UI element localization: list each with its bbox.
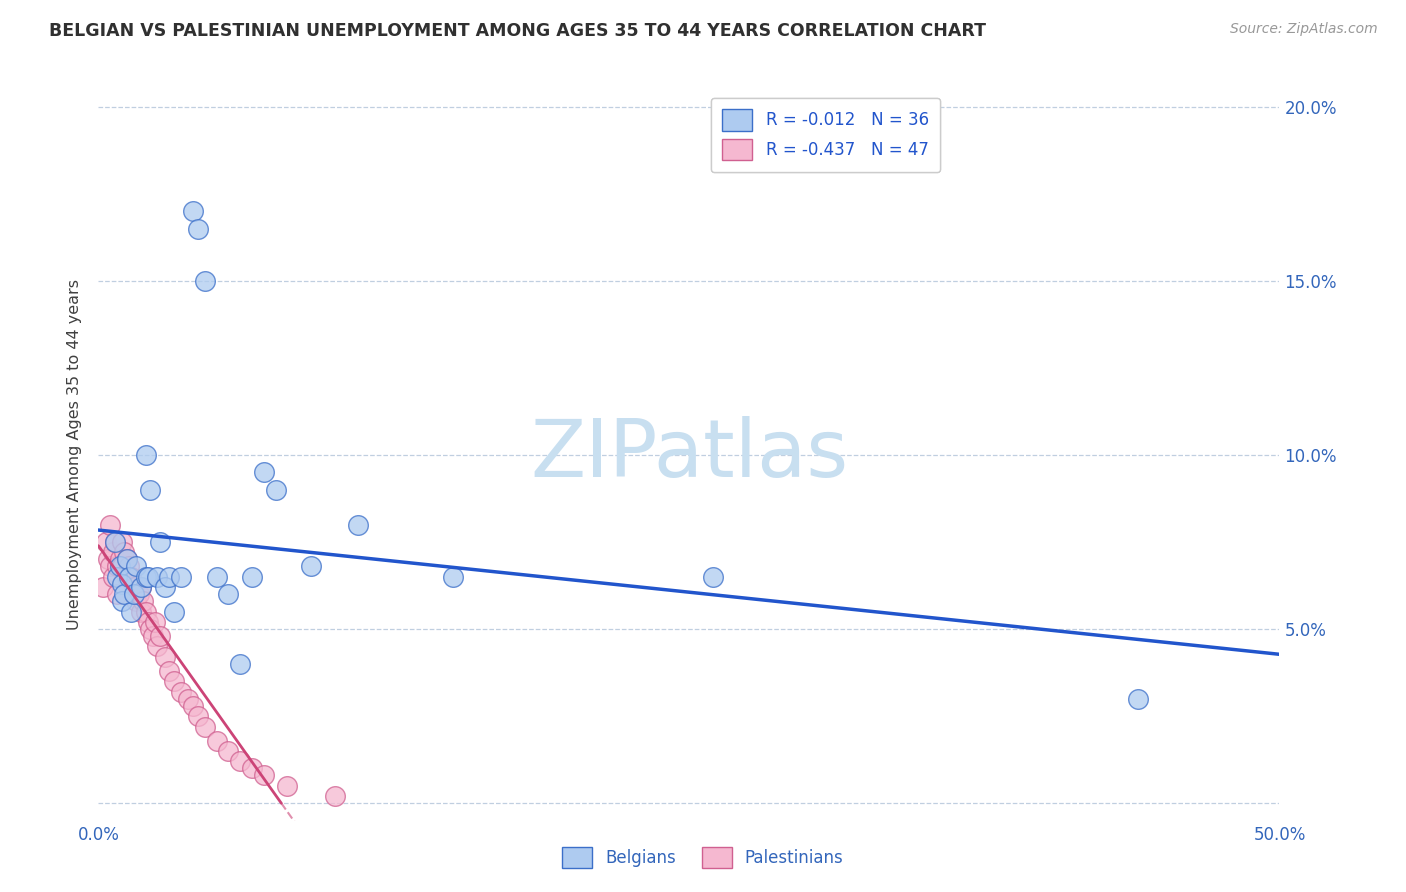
- Point: [276, 779, 298, 793]
- Point: [112, 545, 135, 559]
- Legend: Belgians, Palestinians: Belgians, Palestinians: [555, 840, 851, 875]
- Point: [194, 720, 217, 734]
- Point: [101, 570, 124, 584]
- Point: [132, 594, 155, 608]
- Point: [115, 552, 138, 566]
- Point: [108, 559, 131, 574]
- Point: [205, 733, 228, 747]
- Point: [229, 657, 252, 671]
- Point: [323, 789, 346, 804]
- Point: [229, 755, 252, 769]
- Point: [170, 570, 193, 584]
- Point: [163, 674, 186, 689]
- Point: [347, 517, 370, 532]
- Y-axis label: Unemployment Among Ages 35 to 44 years: Unemployment Among Ages 35 to 44 years: [67, 279, 83, 631]
- Point: [122, 587, 145, 601]
- Point: [135, 605, 157, 619]
- Point: [121, 605, 143, 619]
- Point: [143, 615, 166, 629]
- Point: [112, 587, 135, 601]
- Point: [146, 570, 169, 584]
- Point: [111, 576, 134, 591]
- Text: BELGIAN VS PALESTINIAN UNEMPLOYMENT AMONG AGES 35 TO 44 YEARS CORRELATION CHART: BELGIAN VS PALESTINIAN UNEMPLOYMENT AMON…: [49, 22, 986, 40]
- Point: [129, 580, 152, 594]
- Point: [181, 698, 204, 713]
- Point: [136, 570, 159, 584]
- Point: [122, 580, 145, 594]
- Point: [240, 570, 263, 584]
- Point: [253, 466, 276, 480]
- Point: [122, 587, 145, 601]
- Point: [94, 535, 117, 549]
- Point: [98, 517, 121, 532]
- Point: [98, 559, 121, 574]
- Point: [139, 483, 162, 497]
- Point: [149, 535, 172, 549]
- Text: Source: ZipAtlas.com: Source: ZipAtlas.com: [1230, 22, 1378, 37]
- Point: [177, 691, 200, 706]
- Point: [105, 570, 128, 584]
- Point: [111, 594, 134, 608]
- Point: [111, 535, 134, 549]
- Point: [125, 594, 148, 608]
- Point: [187, 709, 209, 723]
- Legend: R = -0.012   N = 36, R = -0.437   N = 47: R = -0.012 N = 36, R = -0.437 N = 47: [710, 97, 941, 172]
- Point: [129, 605, 152, 619]
- Point: [217, 744, 239, 758]
- Point: [205, 570, 228, 584]
- Point: [118, 570, 141, 584]
- Point: [146, 640, 169, 654]
- Point: [136, 615, 159, 629]
- Point: [139, 622, 162, 636]
- Point: [104, 535, 127, 549]
- Point: [441, 570, 464, 584]
- Point: [299, 559, 322, 574]
- Point: [187, 221, 209, 235]
- Point: [1126, 691, 1149, 706]
- Point: [702, 570, 724, 584]
- Point: [118, 559, 141, 574]
- Point: [115, 570, 138, 584]
- Point: [128, 587, 150, 601]
- Point: [121, 570, 143, 584]
- Point: [153, 649, 176, 664]
- Point: [194, 274, 217, 288]
- Point: [135, 570, 157, 584]
- Point: [91, 580, 114, 594]
- Point: [108, 552, 131, 566]
- Point: [142, 629, 165, 643]
- Point: [105, 587, 128, 601]
- Point: [111, 559, 134, 574]
- Point: [253, 768, 276, 782]
- Text: ZIPatlas: ZIPatlas: [530, 416, 848, 494]
- Point: [157, 664, 180, 678]
- Point: [181, 204, 204, 219]
- Point: [101, 545, 124, 559]
- Point: [129, 580, 152, 594]
- Point: [135, 448, 157, 462]
- Point: [264, 483, 287, 497]
- Point: [115, 552, 138, 566]
- Point: [240, 761, 263, 775]
- Point: [170, 685, 193, 699]
- Point: [217, 587, 239, 601]
- Point: [149, 629, 172, 643]
- Point: [157, 570, 180, 584]
- Point: [97, 552, 120, 566]
- Point: [105, 559, 128, 574]
- Point: [163, 605, 186, 619]
- Point: [153, 580, 176, 594]
- Point: [125, 559, 148, 574]
- Point: [104, 535, 127, 549]
